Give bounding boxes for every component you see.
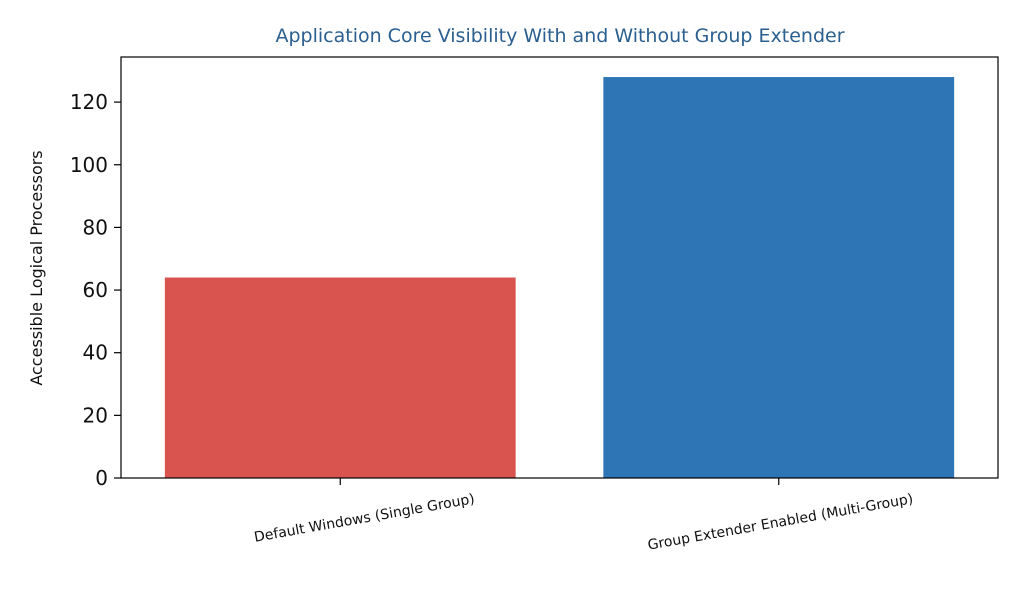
- bar-1: [164, 277, 516, 478]
- y-tick-label: 40: [83, 341, 108, 365]
- bars-layer: [164, 77, 955, 479]
- y-tick-label: 80: [83, 215, 108, 239]
- x-tick-label: Default Windows (Single Group): [253, 491, 476, 546]
- y-tick-label: 100: [70, 153, 108, 177]
- chart-title: Application Core Visibility With and Wit…: [275, 25, 844, 47]
- x-axis: Default Windows (Single Group) Group Exte…: [253, 478, 914, 554]
- y-axis-label: Accessible Logical Processors: [27, 150, 46, 385]
- y-axis: 0 20 40 60 80 100 120: [70, 90, 121, 490]
- y-tick-label: 120: [70, 90, 108, 114]
- y-tick-label: 20: [83, 403, 108, 427]
- y-tick-label: 0: [95, 466, 108, 490]
- y-tick-label: 60: [83, 278, 108, 302]
- bar-2: [603, 77, 955, 479]
- plot-frame: [120, 56, 999, 479]
- x-tick-label: Group Extender Enabled (Multi-Group): [647, 491, 915, 554]
